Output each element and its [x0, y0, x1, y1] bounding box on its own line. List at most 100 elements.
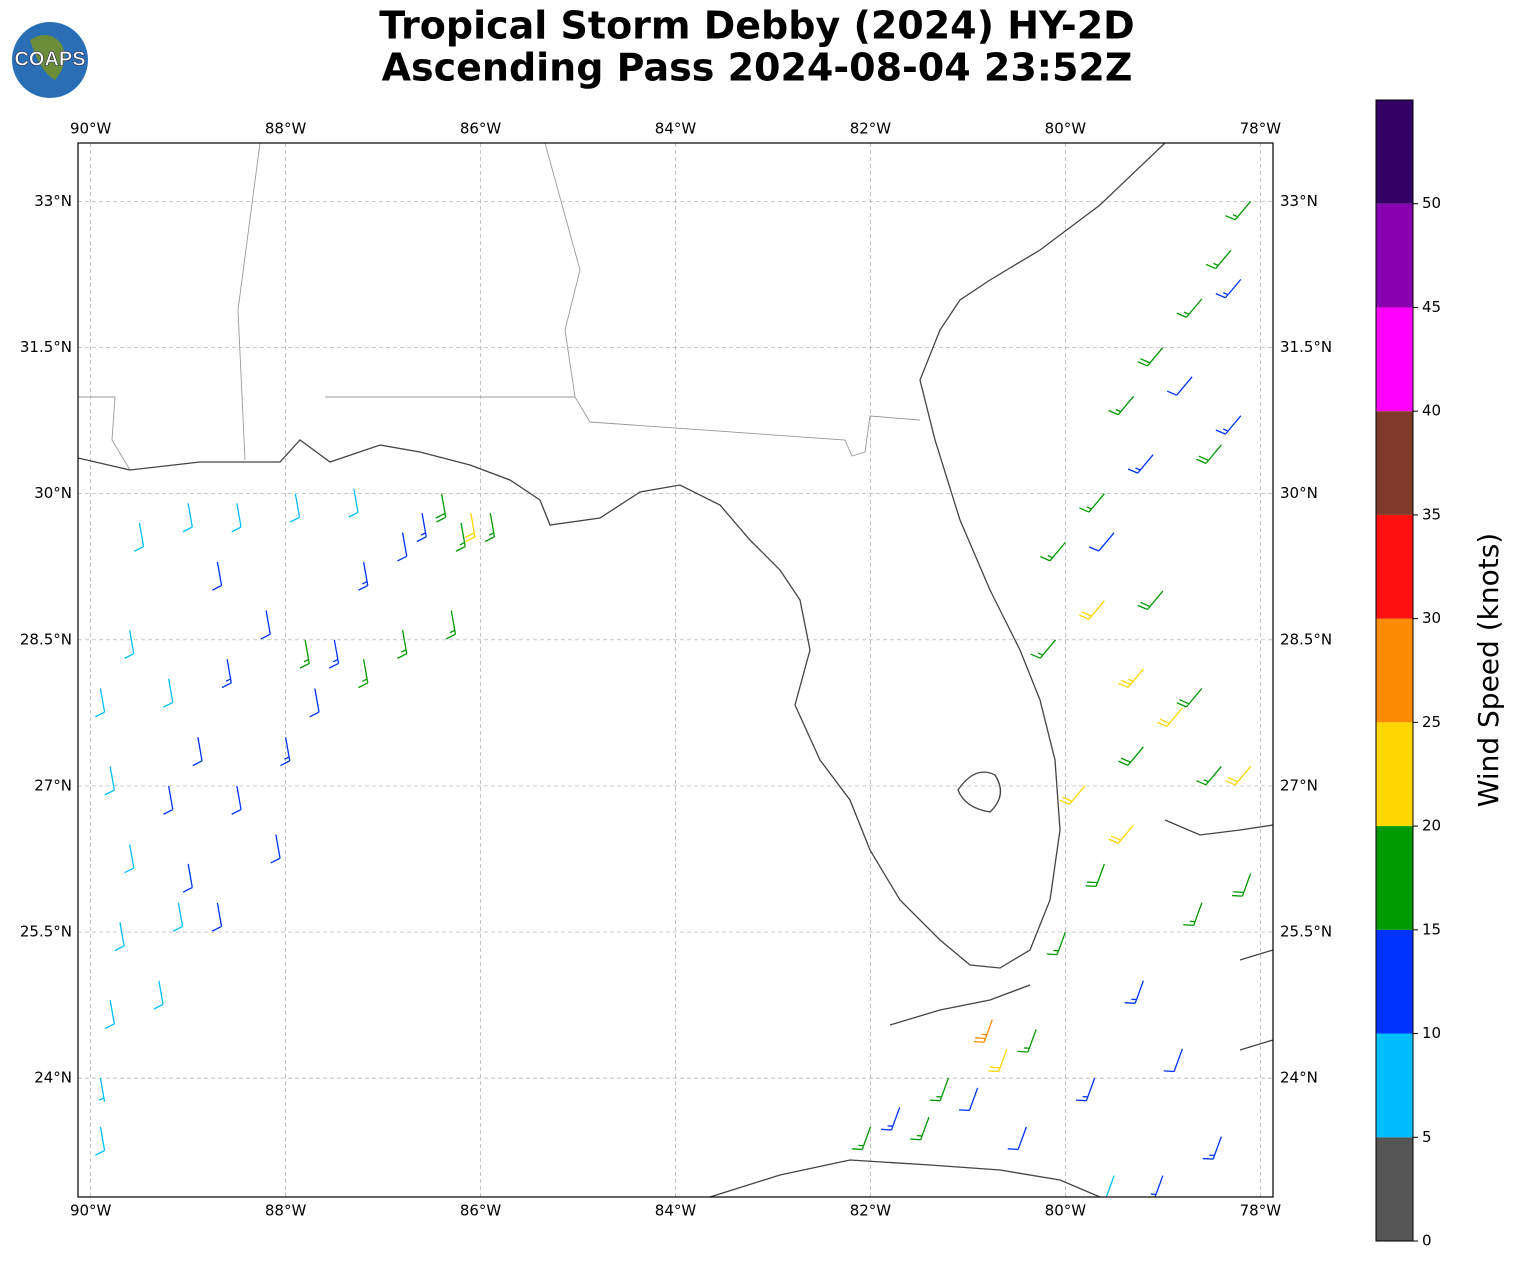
wind-barb	[1108, 395, 1135, 416]
x-tick-label: 88°W	[265, 120, 307, 138]
wind-barb	[851, 1126, 872, 1151]
colorbar-segment	[1376, 826, 1413, 930]
wind-barb	[1183, 902, 1203, 927]
title-line: Ascending Pass 2024-08-04 23:52Z	[382, 46, 1133, 90]
colorbar-tick-label: 30	[1422, 609, 1441, 627]
wind-barb	[221, 659, 232, 689]
colorbar-tick-label: 5	[1422, 1128, 1432, 1146]
wind-barb	[1196, 766, 1222, 786]
colorbar-tick-label: 15	[1422, 920, 1441, 938]
geography	[78, 143, 1273, 1197]
wind-barb	[1231, 873, 1252, 897]
x-tick-label: 80°W	[1045, 120, 1087, 138]
colorbar-segment	[1376, 618, 1413, 723]
x-tick-label: 90°W	[70, 1202, 112, 1220]
wind-barb	[1079, 600, 1105, 620]
wind-barb	[192, 737, 203, 767]
wind-barb	[153, 980, 164, 1010]
wind-barb	[172, 902, 184, 932]
wind-barb	[1225, 201, 1252, 221]
wind-barb	[397, 629, 408, 659]
wind-barb	[1088, 532, 1115, 552]
wind-barb	[260, 610, 271, 640]
wind-barb	[1030, 639, 1057, 659]
state-border	[78, 143, 921, 471]
x-tick-label: 82°W	[850, 120, 892, 138]
coastline	[709, 1159, 1101, 1197]
wind-barb	[1108, 824, 1135, 844]
colorbar-tick-label: 40	[1422, 402, 1441, 420]
wind-barb	[1196, 444, 1222, 464]
wind-barb	[309, 688, 320, 718]
y-tick-label: 33°N	[1280, 192, 1318, 210]
colorbar-segment	[1376, 929, 1413, 1034]
wind-barb	[1157, 707, 1183, 727]
wind-barb	[1144, 1175, 1164, 1197]
wind-barb	[1163, 1048, 1183, 1073]
colorbar-segment	[1376, 1137, 1413, 1241]
y-tick-label: 24°N	[34, 1069, 72, 1087]
lake	[957, 771, 1002, 813]
wind-barb	[464, 513, 476, 543]
wind-barb	[231, 785, 242, 815]
wind-barb	[94, 1126, 106, 1156]
x-tick-label: 86°W	[460, 1202, 502, 1220]
colorbar-frame	[1375, 99, 1414, 1242]
wind-barb	[280, 737, 291, 767]
wind-barb	[1007, 1126, 1028, 1151]
x-tick-label: 84°W	[655, 120, 697, 138]
wind-barb	[445, 610, 457, 640]
wind-barb	[133, 522, 145, 552]
x-tick-label: 82°W	[850, 1202, 892, 1220]
wind-barb	[910, 1116, 930, 1141]
x-tick-label: 90°W	[70, 120, 112, 138]
x-tick-label: 88°W	[265, 1202, 307, 1220]
wind-barb	[124, 844, 135, 874]
wind-barb	[1017, 1029, 1037, 1053]
y-tick-label: 27°N	[34, 776, 72, 794]
grid	[78, 143, 1273, 1197]
logo: COAPS	[12, 22, 88, 98]
wind-barb	[124, 629, 135, 659]
y-tick-label: 31.5°N	[1280, 338, 1332, 356]
colorbar-segment	[1376, 100, 1413, 204]
wind-barb	[114, 922, 125, 952]
wind-barb	[328, 639, 340, 669]
wind-barb	[358, 659, 369, 689]
y-tick-label: 25.5°N	[1280, 923, 1332, 941]
colorbar-segment	[1376, 722, 1413, 827]
y-tick-label: 27°N	[1280, 776, 1318, 794]
wind-barb	[182, 503, 193, 533]
wind-barb	[1176, 298, 1203, 318]
colorbar: 0 5 10 15 20 25 30 35 40 45 50	[1375, 99, 1441, 1250]
wind-barb	[1118, 746, 1144, 766]
wind-barb	[104, 1000, 115, 1030]
wind-barb	[1079, 493, 1105, 513]
colorbar-segment	[1376, 1033, 1413, 1138]
wind-barbs	[94, 201, 1252, 1197]
logo-land	[30, 35, 65, 80]
title-line: Tropical Storm Debby (2024) HY-2D	[379, 4, 1134, 48]
wind-barb	[104, 766, 115, 796]
colorbar-tick-label: 20	[1422, 817, 1441, 835]
x-tick-label: 80°W	[1045, 1202, 1087, 1220]
wind-barb	[1166, 376, 1193, 396]
wind-barb	[416, 513, 427, 543]
wind-barb	[1095, 1175, 1115, 1197]
wind-barb	[163, 785, 174, 815]
wind-barb	[94, 688, 106, 718]
wind-barb	[1040, 541, 1066, 562]
colorbar-tick-label: 50	[1422, 194, 1441, 212]
wind-barb	[182, 863, 193, 893]
wind-barb	[1225, 766, 1252, 786]
wind-barb	[270, 834, 281, 864]
colorbar-tick-label: 45	[1422, 298, 1441, 316]
wind-barb	[881, 1107, 901, 1131]
logo-text: COAPS	[14, 48, 85, 70]
y-tick-label: 28.5°N	[1280, 630, 1332, 648]
wind-barb	[231, 503, 242, 533]
wind-barb	[455, 522, 466, 552]
wind-barb	[163, 678, 174, 708]
wind-barb	[299, 639, 310, 669]
